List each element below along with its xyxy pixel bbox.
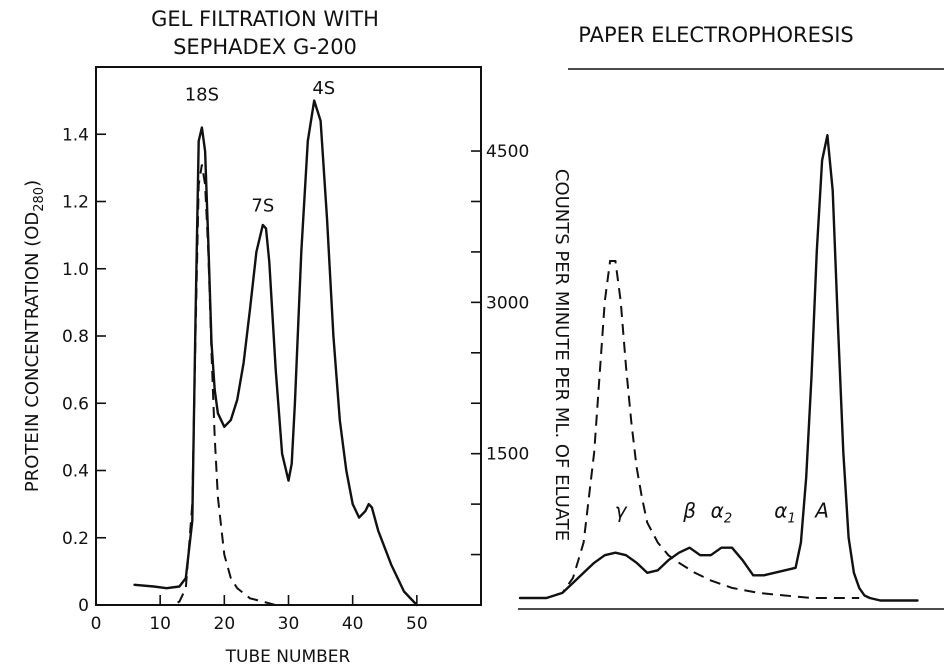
electro-fraction-label: α2 <box>711 498 732 526</box>
gel-x-axis-label: TUBE NUMBER <box>225 647 351 667</box>
gel-solid-series-line <box>133 99 418 607</box>
gel-y-axis-label-sub: 280 <box>32 187 47 212</box>
gel-peak-label: 18S <box>185 85 219 106</box>
gel-x-tick-label: 10 <box>149 614 171 634</box>
gel-y-axis-label-main: PROTEIN CONCENTRATION (OD <box>22 212 43 492</box>
gel-title-line1: GEL FILTRATION WITH <box>151 7 379 31</box>
gel-title-line2: SEPHADEX G-200 <box>173 35 357 59</box>
gel-y2-tick-label: 4500 <box>486 142 529 162</box>
gel-y2-tick-label: 1500 <box>486 445 529 465</box>
electro-fraction-label: β <box>682 498 696 522</box>
electro-fraction-label: γ <box>615 498 628 522</box>
gel-y-tick-label: 0.4 <box>62 462 89 482</box>
gel-y-axis-label: PROTEIN CONCENTRATION (OD280) <box>22 180 47 492</box>
electro-dashed-series-line <box>520 260 860 599</box>
gel-peak-label: 4S <box>312 78 335 99</box>
electro-fraction-label: α1 <box>774 498 795 526</box>
gel-y2-axis-label: COUNTS PER MINUTE PER ML. OF ELUATE <box>551 169 572 541</box>
gel-y-tick-label: 0.6 <box>62 394 89 414</box>
gel-dashed-series-line <box>160 164 289 606</box>
gel-x-tick-label: 30 <box>278 614 300 634</box>
gel-y-tick-label: 1.0 <box>62 260 89 280</box>
electro-fraction-label: A <box>813 498 829 522</box>
electro-title: PAPER ELECTROPHORESIS <box>578 23 853 47</box>
gel-x-tick-label: 20 <box>214 614 236 634</box>
electro-solid-series-line <box>518 133 919 602</box>
gel-peak-label: 7S <box>251 196 274 217</box>
gel-x-tick-label: 50 <box>406 614 428 634</box>
gel-y-tick-label: 1.2 <box>62 193 89 213</box>
gel-x-tick-label: 0 <box>91 614 102 634</box>
gel-y-tick-label: 0.2 <box>62 529 89 549</box>
gel-plot-frame <box>95 66 482 606</box>
gel-y-tick-label: 0 <box>78 596 89 616</box>
gel-y-tick-label: 0.8 <box>62 327 89 347</box>
gel-y-axis-label-end: ) <box>22 180 43 187</box>
gel-y-tick-label: 1.4 <box>62 125 89 145</box>
gel-y2-tick-label: 3000 <box>486 293 529 313</box>
gel-x-tick-label: 40 <box>342 614 364 634</box>
